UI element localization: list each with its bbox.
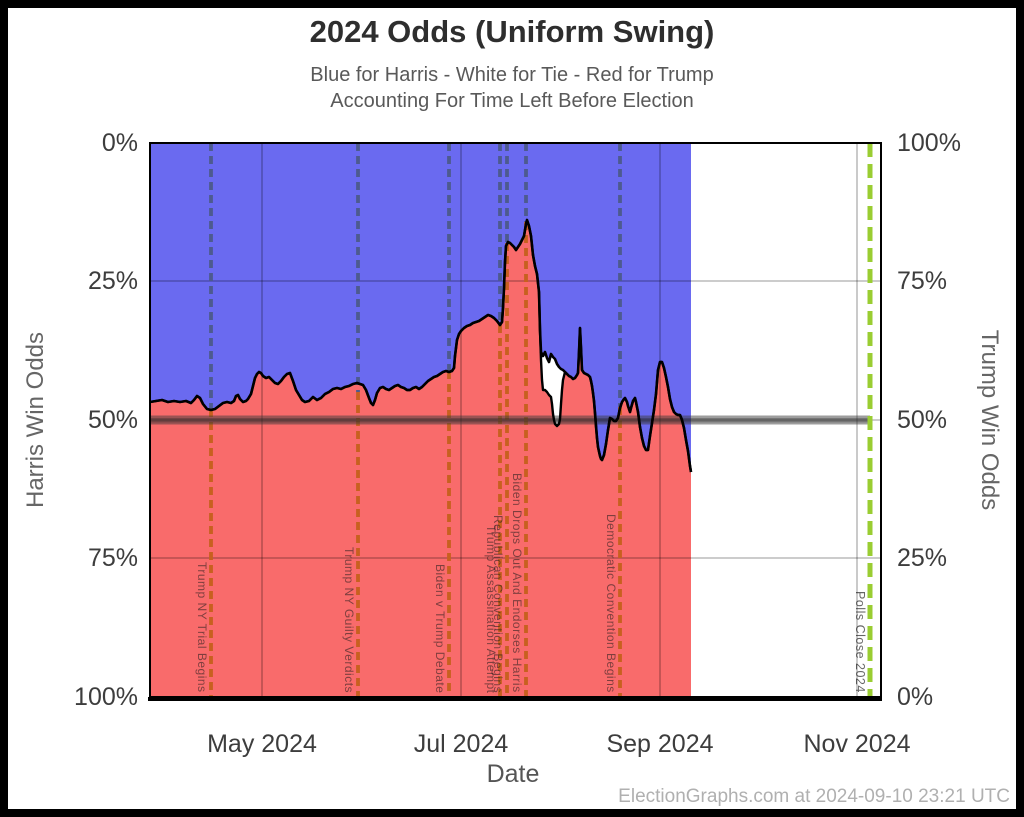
event-label: Trump Assassination Attempt bbox=[484, 524, 498, 693]
right-axis-tick: 50% bbox=[897, 406, 948, 434]
right-axis-title: Trump Win Odds bbox=[976, 329, 1003, 511]
event-label: Trump NY Guilty Verdicts bbox=[342, 546, 356, 693]
chart-subtitle-line2: Accounting For Time Left Before Election bbox=[330, 90, 694, 112]
harris-odds-area bbox=[150, 143, 691, 472]
fifty-percent-band-core bbox=[150, 418, 870, 423]
left-axis-tick: 25% bbox=[87, 267, 138, 295]
event-label: Biden v Trump Debate bbox=[433, 563, 447, 693]
polls-close-label: Polls Close 2024 bbox=[853, 591, 867, 693]
left-axis-tick: 75% bbox=[87, 544, 138, 572]
event-label: Biden Drops Out And Endorses Harris bbox=[510, 473, 524, 693]
right-axis-tick: 25% bbox=[897, 544, 948, 572]
event-label: Democratic Convention Begins bbox=[604, 514, 618, 693]
chart-title: 2024 Odds (Uniform Swing) bbox=[309, 14, 715, 49]
odds-curve bbox=[149, 218, 693, 473]
trump-odds-area bbox=[150, 220, 691, 697]
left-axis-tick: 100% bbox=[74, 683, 138, 711]
x-axis-tick: Nov 2024 bbox=[803, 730, 911, 758]
x-axis-tick: Jul 2024 bbox=[413, 730, 509, 758]
left-axis-tick: 0% bbox=[101, 129, 138, 157]
fifty-percent-band bbox=[150, 415, 870, 425]
right-axis-tick: 100% bbox=[897, 129, 961, 157]
right-axis-tick: 75% bbox=[897, 267, 948, 295]
chart-subtitle-line1: Blue for Harris - White for Tie - Red fo… bbox=[310, 64, 714, 86]
right-axis-tick: 0% bbox=[897, 683, 934, 711]
event-label: Republican Convention Begins bbox=[491, 514, 505, 693]
x-axis-tick: May 2024 bbox=[207, 730, 317, 758]
left-axis-tick: 50% bbox=[87, 406, 138, 434]
watermark-attribution: ElectionGraphs.com at 2024-09-10 23:21 U… bbox=[618, 786, 1010, 807]
x-axis-title: Date bbox=[486, 760, 540, 788]
x-axis-tick: Sep 2024 bbox=[606, 730, 714, 758]
event-label: Trump NY Trial Begins bbox=[195, 562, 209, 693]
